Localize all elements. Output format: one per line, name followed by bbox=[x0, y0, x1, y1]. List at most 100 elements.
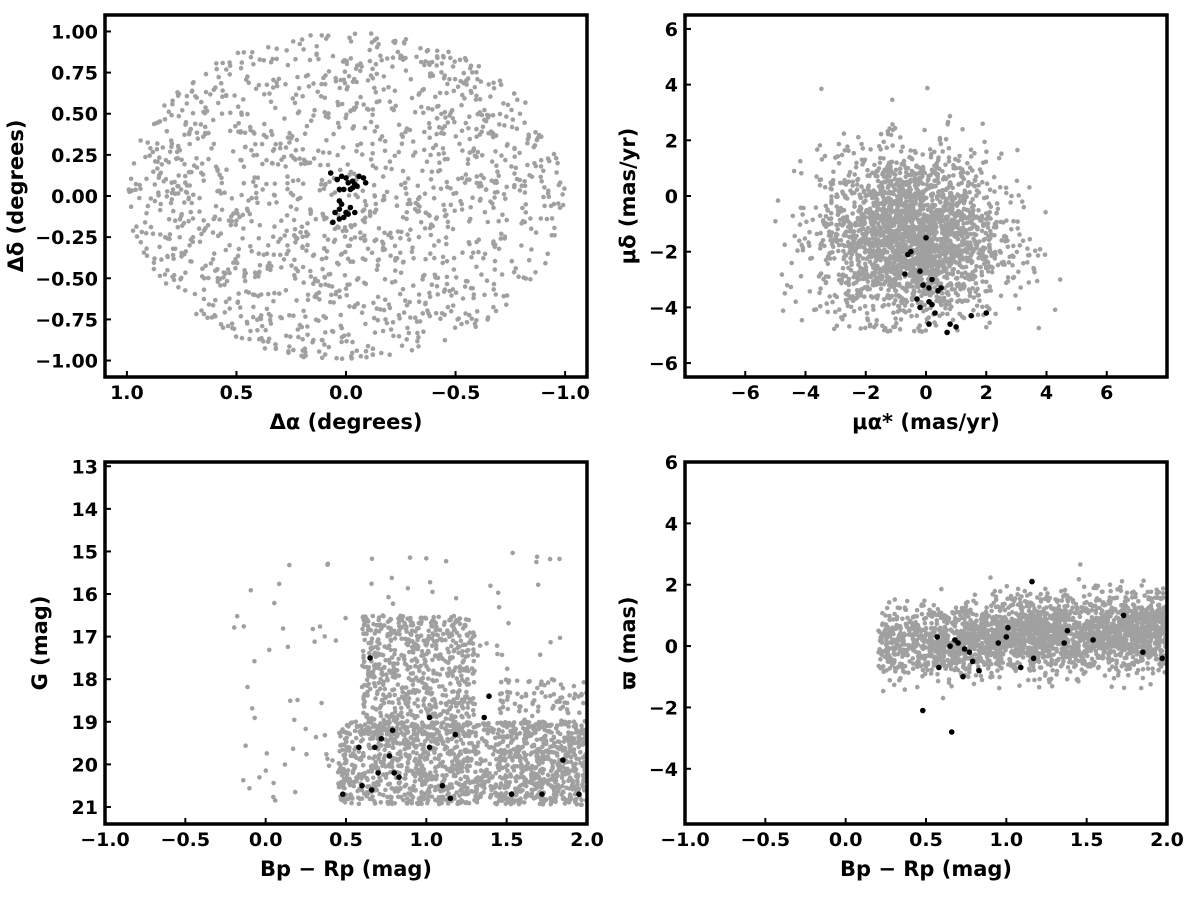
field-star-point bbox=[989, 269, 995, 275]
field-star-point bbox=[199, 161, 205, 166]
field-star-point bbox=[936, 155, 941, 160]
field-star-point bbox=[950, 253, 955, 259]
field-star-point bbox=[175, 191, 181, 196]
field-star-point bbox=[556, 182, 562, 188]
field-star-point bbox=[370, 141, 375, 147]
field-star-point bbox=[997, 184, 1003, 190]
field-star-point bbox=[246, 80, 251, 86]
field-star-point bbox=[319, 33, 325, 38]
field-star-point bbox=[465, 279, 470, 284]
field-star-point bbox=[378, 53, 383, 59]
field-star-point bbox=[334, 260, 340, 266]
field-star-point bbox=[828, 210, 834, 216]
field-star-point bbox=[548, 693, 553, 699]
field-star-point bbox=[363, 321, 368, 327]
field-star-point bbox=[851, 229, 857, 234]
field-star-point bbox=[891, 324, 896, 330]
field-star-point bbox=[363, 348, 369, 354]
field-star-point bbox=[283, 288, 289, 293]
field-star-point bbox=[870, 303, 876, 309]
field-star-point bbox=[830, 177, 836, 183]
field-star-point bbox=[384, 320, 390, 326]
field-star-point bbox=[167, 232, 173, 237]
field-star-point bbox=[141, 250, 147, 255]
field-star-point bbox=[1004, 190, 1009, 196]
field-star-point bbox=[283, 145, 289, 150]
field-star-point bbox=[535, 135, 540, 141]
field-star-point bbox=[964, 242, 969, 247]
field-star-point bbox=[323, 114, 329, 119]
field-star-point bbox=[396, 700, 402, 706]
scatter-points bbox=[126, 31, 567, 362]
y-tick-label: 0 bbox=[665, 186, 678, 208]
field-star-point bbox=[920, 192, 926, 197]
field-star-point bbox=[981, 195, 987, 201]
field-star-point bbox=[867, 322, 873, 327]
field-star-point bbox=[152, 198, 158, 204]
field-star-point bbox=[310, 339, 315, 345]
field-star-point bbox=[1057, 277, 1063, 282]
field-star-point bbox=[246, 290, 252, 295]
field-star-point bbox=[963, 270, 968, 275]
field-star-point bbox=[444, 258, 450, 264]
field-star-point bbox=[246, 198, 251, 203]
field-star-point bbox=[849, 191, 855, 196]
field-star-point bbox=[392, 648, 398, 653]
x-tick-label: −4 bbox=[791, 382, 820, 404]
field-star-point bbox=[902, 219, 908, 224]
field-star-point bbox=[367, 47, 373, 53]
field-star-point bbox=[317, 624, 323, 629]
field-star-point bbox=[170, 98, 175, 103]
field-star-point bbox=[213, 314, 218, 319]
field-star-point bbox=[233, 265, 238, 271]
field-star-point bbox=[143, 230, 149, 236]
field-star-point bbox=[1021, 204, 1027, 210]
field-star-point bbox=[476, 184, 482, 189]
field-star-point bbox=[457, 141, 462, 147]
field-star-point bbox=[161, 179, 167, 184]
field-star-point bbox=[365, 343, 371, 349]
field-star-point bbox=[254, 152, 260, 158]
field-star-point bbox=[377, 137, 383, 142]
field-star-point bbox=[965, 160, 970, 166]
field-star-point bbox=[862, 304, 868, 309]
field-star-point bbox=[374, 99, 380, 105]
field-star-point bbox=[274, 56, 280, 62]
field-star-point bbox=[436, 795, 442, 800]
field-star-point bbox=[342, 225, 348, 230]
field-star-point bbox=[854, 182, 860, 187]
field-star-point bbox=[976, 255, 981, 261]
field-star-point bbox=[148, 196, 154, 201]
field-star-point bbox=[448, 55, 453, 61]
field-star-point bbox=[372, 193, 377, 198]
field-star-point bbox=[829, 200, 834, 206]
field-star-point bbox=[983, 254, 989, 260]
field-star-point bbox=[428, 222, 434, 227]
member-star-point bbox=[920, 282, 926, 288]
field-star-point bbox=[890, 122, 895, 127]
field-star-point bbox=[854, 160, 859, 166]
field-star-point bbox=[303, 229, 309, 235]
field-star-point bbox=[999, 238, 1004, 243]
field-star-point bbox=[151, 121, 157, 127]
field-star-point bbox=[395, 49, 401, 55]
field-star-point bbox=[843, 280, 849, 286]
field-star-point bbox=[493, 149, 498, 154]
field-star-point bbox=[295, 110, 301, 116]
field-star-point bbox=[190, 216, 196, 221]
field-star-point bbox=[888, 206, 894, 212]
field-star-point bbox=[433, 94, 438, 100]
field-star-point bbox=[242, 130, 248, 136]
field-star-point bbox=[539, 179, 544, 184]
field-star-point bbox=[409, 348, 415, 353]
field-star-point bbox=[555, 739, 561, 744]
field-star-point bbox=[274, 80, 279, 85]
field-star-point bbox=[219, 207, 225, 213]
field-star-point bbox=[897, 166, 903, 171]
field-star-point bbox=[198, 122, 204, 127]
x-tick-label: 6 bbox=[1100, 382, 1113, 404]
x-tick-label: −6 bbox=[731, 382, 760, 404]
field-star-point bbox=[380, 174, 386, 179]
field-star-point bbox=[395, 229, 401, 234]
field-star-point bbox=[255, 200, 260, 206]
